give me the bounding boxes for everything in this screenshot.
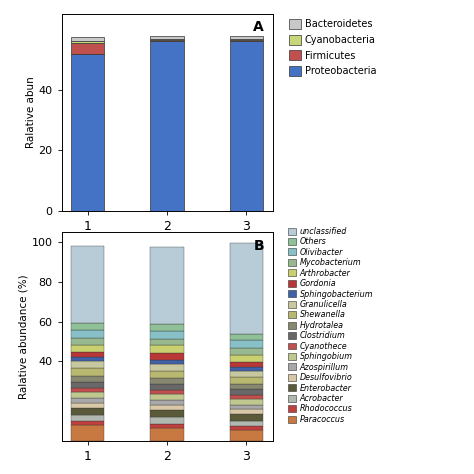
Bar [71,329,104,337]
Bar [71,376,104,382]
Bar [71,353,104,357]
Bar [230,430,263,441]
Text: A: A [254,20,264,34]
Bar [71,392,104,398]
Bar [150,365,184,371]
Bar [230,389,263,395]
Bar [71,403,104,408]
Bar [230,356,263,362]
Bar [230,384,263,389]
Bar [150,247,184,324]
Y-axis label: Ralative abundance (%): Ralative abundance (%) [19,274,29,399]
Bar [230,41,263,211]
Bar [150,39,184,40]
Bar [230,421,263,426]
Bar [71,346,104,353]
Bar [71,357,104,361]
Bar [230,243,263,334]
Bar [71,54,104,211]
Bar [71,368,104,376]
Bar [150,400,184,405]
Bar [150,371,184,378]
Bar [71,246,104,323]
Bar [150,384,184,390]
Bar [230,40,263,41]
Bar [230,334,263,339]
Bar [230,371,263,377]
Bar [150,338,184,346]
Bar [71,337,104,346]
Bar [71,408,104,415]
Bar [230,339,263,348]
Bar [71,41,104,43]
Bar [150,424,184,428]
Bar [230,426,263,430]
Y-axis label: Ralative abun: Ralative abun [26,77,36,148]
Legend: Bacteroidetes, Cyanobacteria, Firmicutes, Proteobacteria: Bacteroidetes, Cyanobacteria, Firmicutes… [289,19,376,76]
Bar [150,346,184,354]
Bar [150,40,184,41]
Bar [71,382,104,388]
Bar [150,428,184,441]
Bar [150,390,184,394]
Text: B: B [254,238,264,253]
Bar [230,36,263,39]
Bar [150,354,184,360]
Bar [150,417,184,424]
Bar [230,414,263,421]
Bar [71,421,104,425]
Bar [150,378,184,384]
Bar [150,405,184,410]
Bar [71,361,104,368]
Bar [71,43,104,54]
Bar [230,362,263,367]
Legend: unclassified, Others, Olivibacter, Mycobacterium, Arthrobacter, Gordonia, Sphing: unclassified, Others, Olivibacter, Mycob… [288,227,373,424]
Bar [230,399,263,405]
Bar [230,377,263,384]
Bar [230,348,263,356]
Bar [230,395,263,399]
Bar [71,398,104,403]
Bar [230,39,263,40]
Bar [150,324,184,330]
Bar [71,415,104,421]
Bar [150,410,184,417]
Bar [150,330,184,338]
Bar [71,425,104,441]
Bar [150,394,184,400]
Bar [230,409,263,414]
Bar [71,323,104,329]
Bar [230,367,263,371]
Bar [150,36,184,39]
Bar [230,405,263,409]
Bar [71,388,104,392]
Bar [150,360,184,365]
Bar [150,41,184,211]
Bar [71,37,104,41]
